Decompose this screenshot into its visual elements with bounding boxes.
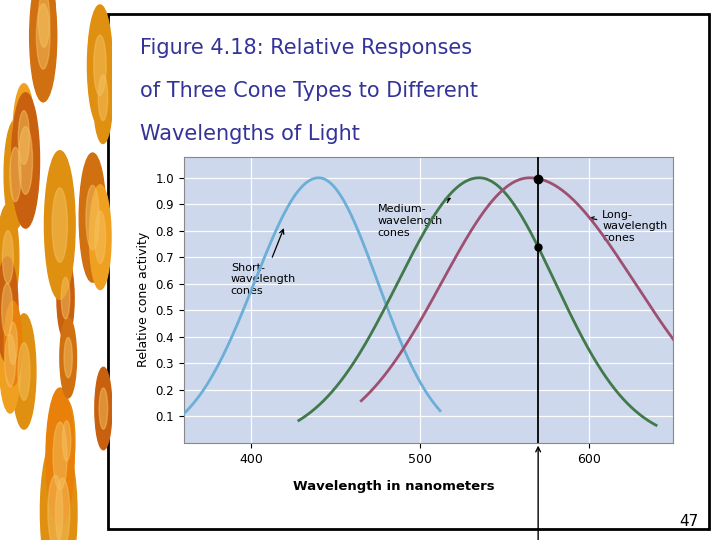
Circle shape [99, 388, 108, 429]
Circle shape [0, 308, 21, 413]
Circle shape [0, 204, 19, 310]
Circle shape [63, 421, 71, 461]
Circle shape [12, 93, 40, 228]
Circle shape [48, 475, 63, 540]
Circle shape [4, 301, 22, 386]
Text: Wavelengths of Light: Wavelengths of Light [140, 124, 360, 144]
Y-axis label: Relative cone activity: Relative cone activity [137, 232, 150, 367]
Text: Medium-
wavelength
cones: Medium- wavelength cones [378, 198, 450, 238]
Circle shape [53, 422, 67, 490]
Circle shape [18, 343, 30, 400]
Circle shape [10, 147, 21, 202]
Text: Long-
wavelength
cones: Long- wavelength cones [590, 210, 667, 243]
Text: Figure 4.18: Relative Responses: Figure 4.18: Relative Responses [140, 38, 472, 58]
Circle shape [40, 439, 71, 540]
Circle shape [60, 318, 76, 398]
Circle shape [2, 231, 14, 284]
Circle shape [64, 338, 72, 378]
Circle shape [57, 256, 74, 340]
Circle shape [0, 257, 18, 362]
Circle shape [37, 4, 50, 69]
Circle shape [89, 185, 111, 289]
Circle shape [94, 52, 112, 144]
Circle shape [5, 334, 16, 387]
Circle shape [46, 388, 74, 524]
Circle shape [94, 35, 106, 96]
Circle shape [45, 151, 75, 299]
Text: of Three Cone Types to Different: of Three Cone Types to Different [140, 81, 478, 101]
Text: Wavelength in nanometers: Wavelength in nanometers [293, 480, 495, 493]
Circle shape [52, 188, 68, 262]
Circle shape [9, 322, 17, 365]
Circle shape [18, 111, 30, 165]
Circle shape [19, 126, 32, 194]
Circle shape [38, 0, 50, 47]
Circle shape [95, 211, 106, 264]
Circle shape [32, 0, 55, 75]
Text: A
570
Yellow: A 570 Yellow [520, 447, 557, 540]
Circle shape [98, 75, 108, 120]
Circle shape [58, 401, 75, 481]
Text: 47: 47 [679, 514, 698, 529]
Circle shape [13, 84, 35, 192]
Circle shape [87, 5, 112, 126]
Text: Short-
wavelength
cones: Short- wavelength cones [231, 230, 296, 296]
Circle shape [4, 120, 27, 229]
Circle shape [61, 278, 70, 319]
Circle shape [1, 284, 12, 336]
Circle shape [30, 0, 57, 102]
Circle shape [86, 185, 99, 250]
Circle shape [95, 367, 112, 450]
Circle shape [12, 314, 36, 429]
Circle shape [79, 153, 106, 282]
Circle shape [55, 478, 70, 540]
Circle shape [48, 443, 77, 540]
